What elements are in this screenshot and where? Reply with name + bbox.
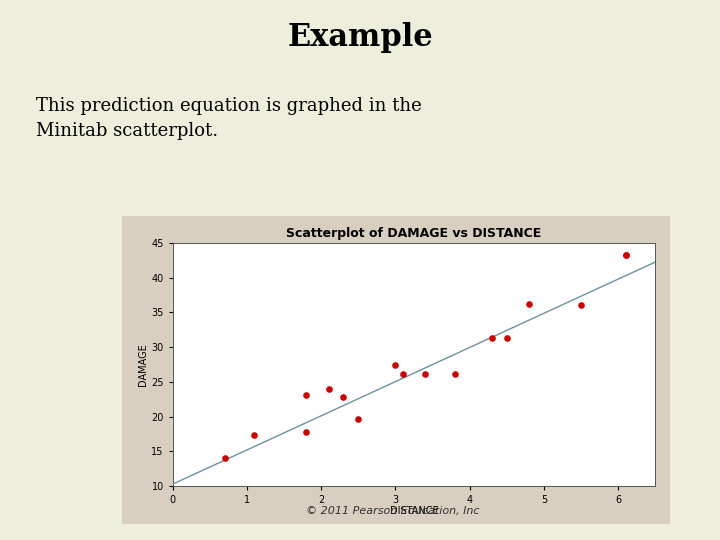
Text: This prediction equation is graphed in the
Minitab scatterplot.: This prediction equation is graphed in t… <box>36 97 422 140</box>
Point <box>338 393 349 401</box>
Point <box>620 251 631 260</box>
Point <box>301 391 312 400</box>
Text: © 2011 Pearson Education, Inc: © 2011 Pearson Education, Inc <box>306 505 479 516</box>
Point <box>523 300 535 308</box>
X-axis label: DISTANCE: DISTANCE <box>390 507 438 516</box>
Point <box>486 334 498 342</box>
Point <box>301 428 312 436</box>
Text: Example: Example <box>287 22 433 52</box>
Point <box>501 334 513 342</box>
Title: Scatterplot of DAMAGE vs DISTANCE: Scatterplot of DAMAGE vs DISTANCE <box>287 227 541 240</box>
Point <box>575 301 587 310</box>
Point <box>620 251 631 260</box>
Point <box>219 453 230 462</box>
Point <box>390 360 401 369</box>
Point <box>397 369 409 378</box>
Point <box>248 431 260 440</box>
Point <box>449 370 461 379</box>
Point <box>353 414 364 423</box>
Y-axis label: DAMAGE: DAMAGE <box>138 343 148 386</box>
Point <box>419 370 431 379</box>
Point <box>323 385 334 394</box>
